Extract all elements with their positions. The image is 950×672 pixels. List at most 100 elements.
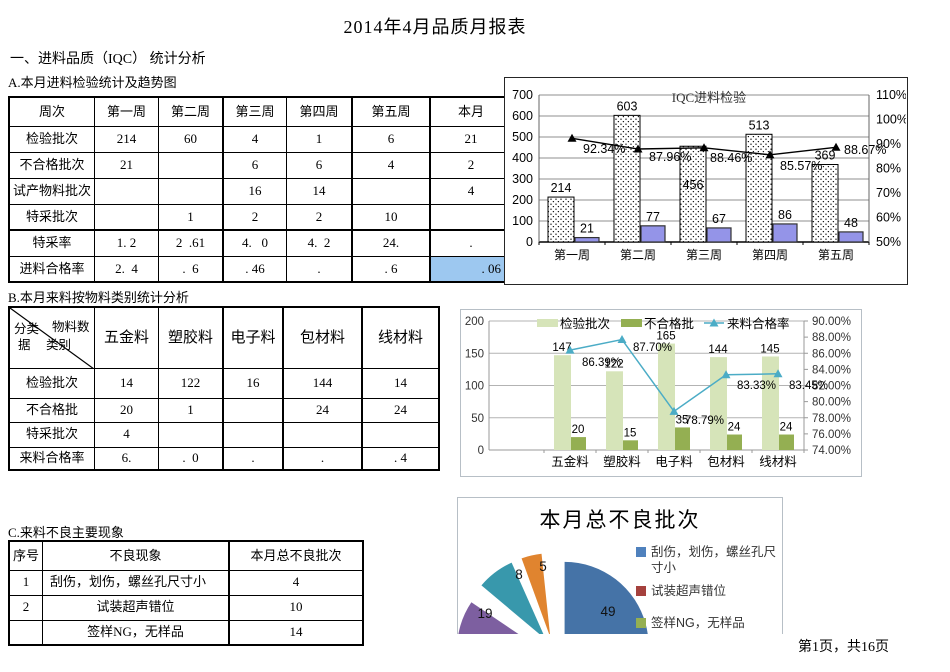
defect-table: 序号 不良现象 本月总不良批次 1 刮伤，划伤，螺丝孔尺寸小 4 2 试装超声错位 10 签样NG… bbox=[8, 540, 364, 646]
table-a-header-cell: 第三周 bbox=[222, 96, 287, 127]
pass-rate-label: 88.67% bbox=[844, 143, 886, 157]
svg-text:80.00%: 80.00% bbox=[812, 397, 851, 409]
svg-text:24: 24 bbox=[780, 422, 793, 434]
svg-text:400: 400 bbox=[512, 151, 533, 165]
iqc-weekly-table: 周次 第一周 第二周 第三周 第四周 第五周 本月 检验批次 214 60 4 1 6 21 不合格批次 21… bbox=[8, 96, 513, 283]
table-b-value-cell: 14 bbox=[94, 367, 159, 399]
table-c-header-cell: 本月总不良批次 bbox=[228, 540, 364, 571]
inspection-bar bbox=[658, 343, 675, 450]
category-label: 第二周 bbox=[620, 248, 656, 262]
reject-bar bbox=[838, 231, 864, 243]
svg-text:82.00%: 82.00% bbox=[812, 381, 851, 393]
legend: 检验批次 不合格批 来料合格率 bbox=[537, 316, 790, 331]
table-a-value-cell bbox=[351, 177, 431, 205]
table-b-row: 检验批次 14 122 16 144 14 bbox=[8, 367, 440, 399]
table-a-value-cell: 60 bbox=[158, 125, 224, 153]
material-stats-chart-svg: 0 50 100 150 200 74.00% 76.00% 78.00% 80.00% 82.0… bbox=[465, 316, 851, 469]
pass-rate-label: 83.33% bbox=[737, 380, 776, 392]
iqc-trend-chart-svg: 0 100 200 300 400 500 600 700 50% 60% 70% 80% 90% 100… bbox=[512, 88, 908, 262]
table-a-header-row: 周次 第一周 第二周 第三周 第四周 第五周 本月 bbox=[8, 96, 513, 127]
svg-text:700: 700 bbox=[512, 88, 533, 102]
bar-series: 147 20 五金料 122 15 塑胶料 165 35 电子料 144 24 包材料 145 24 线材料 bbox=[543, 331, 805, 469]
inspection-bar bbox=[554, 355, 571, 450]
slice-value-label: 19 bbox=[477, 606, 492, 621]
iqc-trend-chart: 0 100 200 300 400 500 600 700 50% 60% 70% 80% 90% 100… bbox=[504, 77, 908, 285]
section-b-heading: B.本月来料按物料类别统计分析 bbox=[8, 290, 189, 305]
table-a-value-cell: 4 bbox=[222, 125, 287, 153]
svg-text:300: 300 bbox=[512, 172, 533, 186]
table-a-row-label: 进料合格率 bbox=[8, 255, 95, 283]
table-a-row-label: 不合格批次 bbox=[8, 151, 95, 179]
page-number: 第1页，共16页 bbox=[798, 640, 889, 655]
pie-legend: 刮伤，划伤，螺丝孔尺寸小 试装超声错位 签样NG，无样品 bbox=[636, 544, 778, 631]
table-a-value-cell: 1 bbox=[286, 125, 353, 153]
category-label: 五金料 bbox=[551, 454, 589, 469]
table-c-count-cell: 4 bbox=[228, 569, 364, 596]
svg-text:67: 67 bbox=[712, 212, 726, 226]
legend-label: 试装超声错位 bbox=[651, 583, 727, 598]
table-a-row-label: 试产物料批次 bbox=[8, 177, 95, 205]
svg-text:90%: 90% bbox=[876, 137, 901, 151]
svg-text:600: 600 bbox=[512, 109, 533, 123]
pie-title: 本月总不良批次 bbox=[539, 508, 701, 532]
table-a-value-cell: 2 .61 bbox=[158, 229, 224, 257]
table-b-row: 来料合格率 6.. 0... 4 bbox=[8, 446, 440, 471]
table-b-header-cell: 电子料 bbox=[222, 306, 284, 369]
table-b-wrap: 分类 物料数据类别 五金料 塑胶料 电子料 包材料 线材料 检验批次 14 122 16 144 14 不… bbox=[8, 306, 440, 471]
table-a-value-cell: 4 bbox=[429, 177, 513, 205]
table-c-index-cell: 1 bbox=[8, 569, 43, 596]
pass-rate-label: 86.39% bbox=[582, 357, 621, 369]
table-c-index-cell bbox=[8, 619, 43, 646]
table-b-value-cell: . bbox=[282, 446, 363, 471]
table-b-value-cell: 16 bbox=[222, 367, 284, 399]
material-category-table: 分类 物料数据类别 五金料 塑胶料 电子料 包材料 线材料 检验批次 14 122 16 144 14 不… bbox=[8, 306, 440, 471]
table-a-value-cell: 4. 2 bbox=[286, 229, 353, 257]
reject-bar bbox=[779, 434, 794, 450]
corner-label: 类别 bbox=[46, 338, 72, 352]
table-a-value-cell: 2 bbox=[286, 203, 353, 231]
triangle-marker bbox=[765, 150, 775, 159]
svg-text:456: 456 bbox=[683, 178, 704, 192]
table-a-value-cell bbox=[94, 203, 159, 231]
category-label: 第五周 bbox=[818, 248, 854, 262]
legend-label: 签样NG，无样品 bbox=[651, 615, 745, 630]
inspection-bar bbox=[762, 356, 779, 450]
svg-text:500: 500 bbox=[512, 130, 533, 144]
page-title: 2014年4月品质月报表 bbox=[343, 17, 527, 37]
pass-rate-label: 83.45% bbox=[789, 380, 828, 392]
table-a-row: 检验批次 214 60 4 1 6 21 bbox=[8, 125, 513, 153]
table-a-value-cell: 1. 2 bbox=[94, 229, 159, 257]
pass-rate-label: 78.79% bbox=[685, 415, 724, 427]
table-a-header-cell: 第一周 bbox=[94, 96, 159, 127]
table-b-value-cell: 20 bbox=[94, 397, 159, 423]
slice-value-label: 8 bbox=[515, 567, 523, 582]
table-b-value-cell: . 4 bbox=[361, 446, 440, 471]
table-b-row-label: 来料合格率 bbox=[8, 446, 95, 471]
table-b-value-cell: 4 bbox=[94, 421, 159, 448]
diagonal-line bbox=[10, 308, 93, 367]
table-b-value-cell: 122 bbox=[158, 367, 224, 399]
table-a-value-cell bbox=[429, 203, 513, 231]
svg-text:86.00%: 86.00% bbox=[812, 348, 851, 360]
table-b-value-cell bbox=[361, 421, 440, 448]
table-a-value-cell: 10 bbox=[351, 203, 431, 231]
svg-text:48: 48 bbox=[844, 216, 858, 230]
svg-text:0: 0 bbox=[526, 235, 533, 249]
table-a-value-cell bbox=[94, 177, 159, 205]
triangle-marker bbox=[773, 369, 783, 378]
table-a-value-cell: 4. 0 bbox=[222, 229, 287, 257]
svg-text:513: 513 bbox=[749, 118, 770, 132]
svg-text:100%: 100% bbox=[876, 113, 906, 127]
legend-swatch-icon bbox=[636, 547, 646, 557]
svg-text:24: 24 bbox=[728, 422, 741, 434]
corner-label: 物料数 bbox=[52, 320, 90, 334]
slice-value-label: 5 bbox=[539, 559, 547, 574]
table-a-row: 不合格批次 21 6 6 4 2 bbox=[8, 151, 513, 179]
table-a-row-label: 特采率 bbox=[8, 229, 95, 257]
triangle-marker bbox=[699, 143, 709, 152]
table-a-value-cell: . 46 bbox=[222, 255, 287, 283]
svg-text:60%: 60% bbox=[876, 211, 901, 225]
table-a-value-cell: 21 bbox=[94, 151, 159, 179]
svg-text:88.00%: 88.00% bbox=[812, 332, 851, 344]
table-b-value-cell: . bbox=[222, 446, 284, 471]
